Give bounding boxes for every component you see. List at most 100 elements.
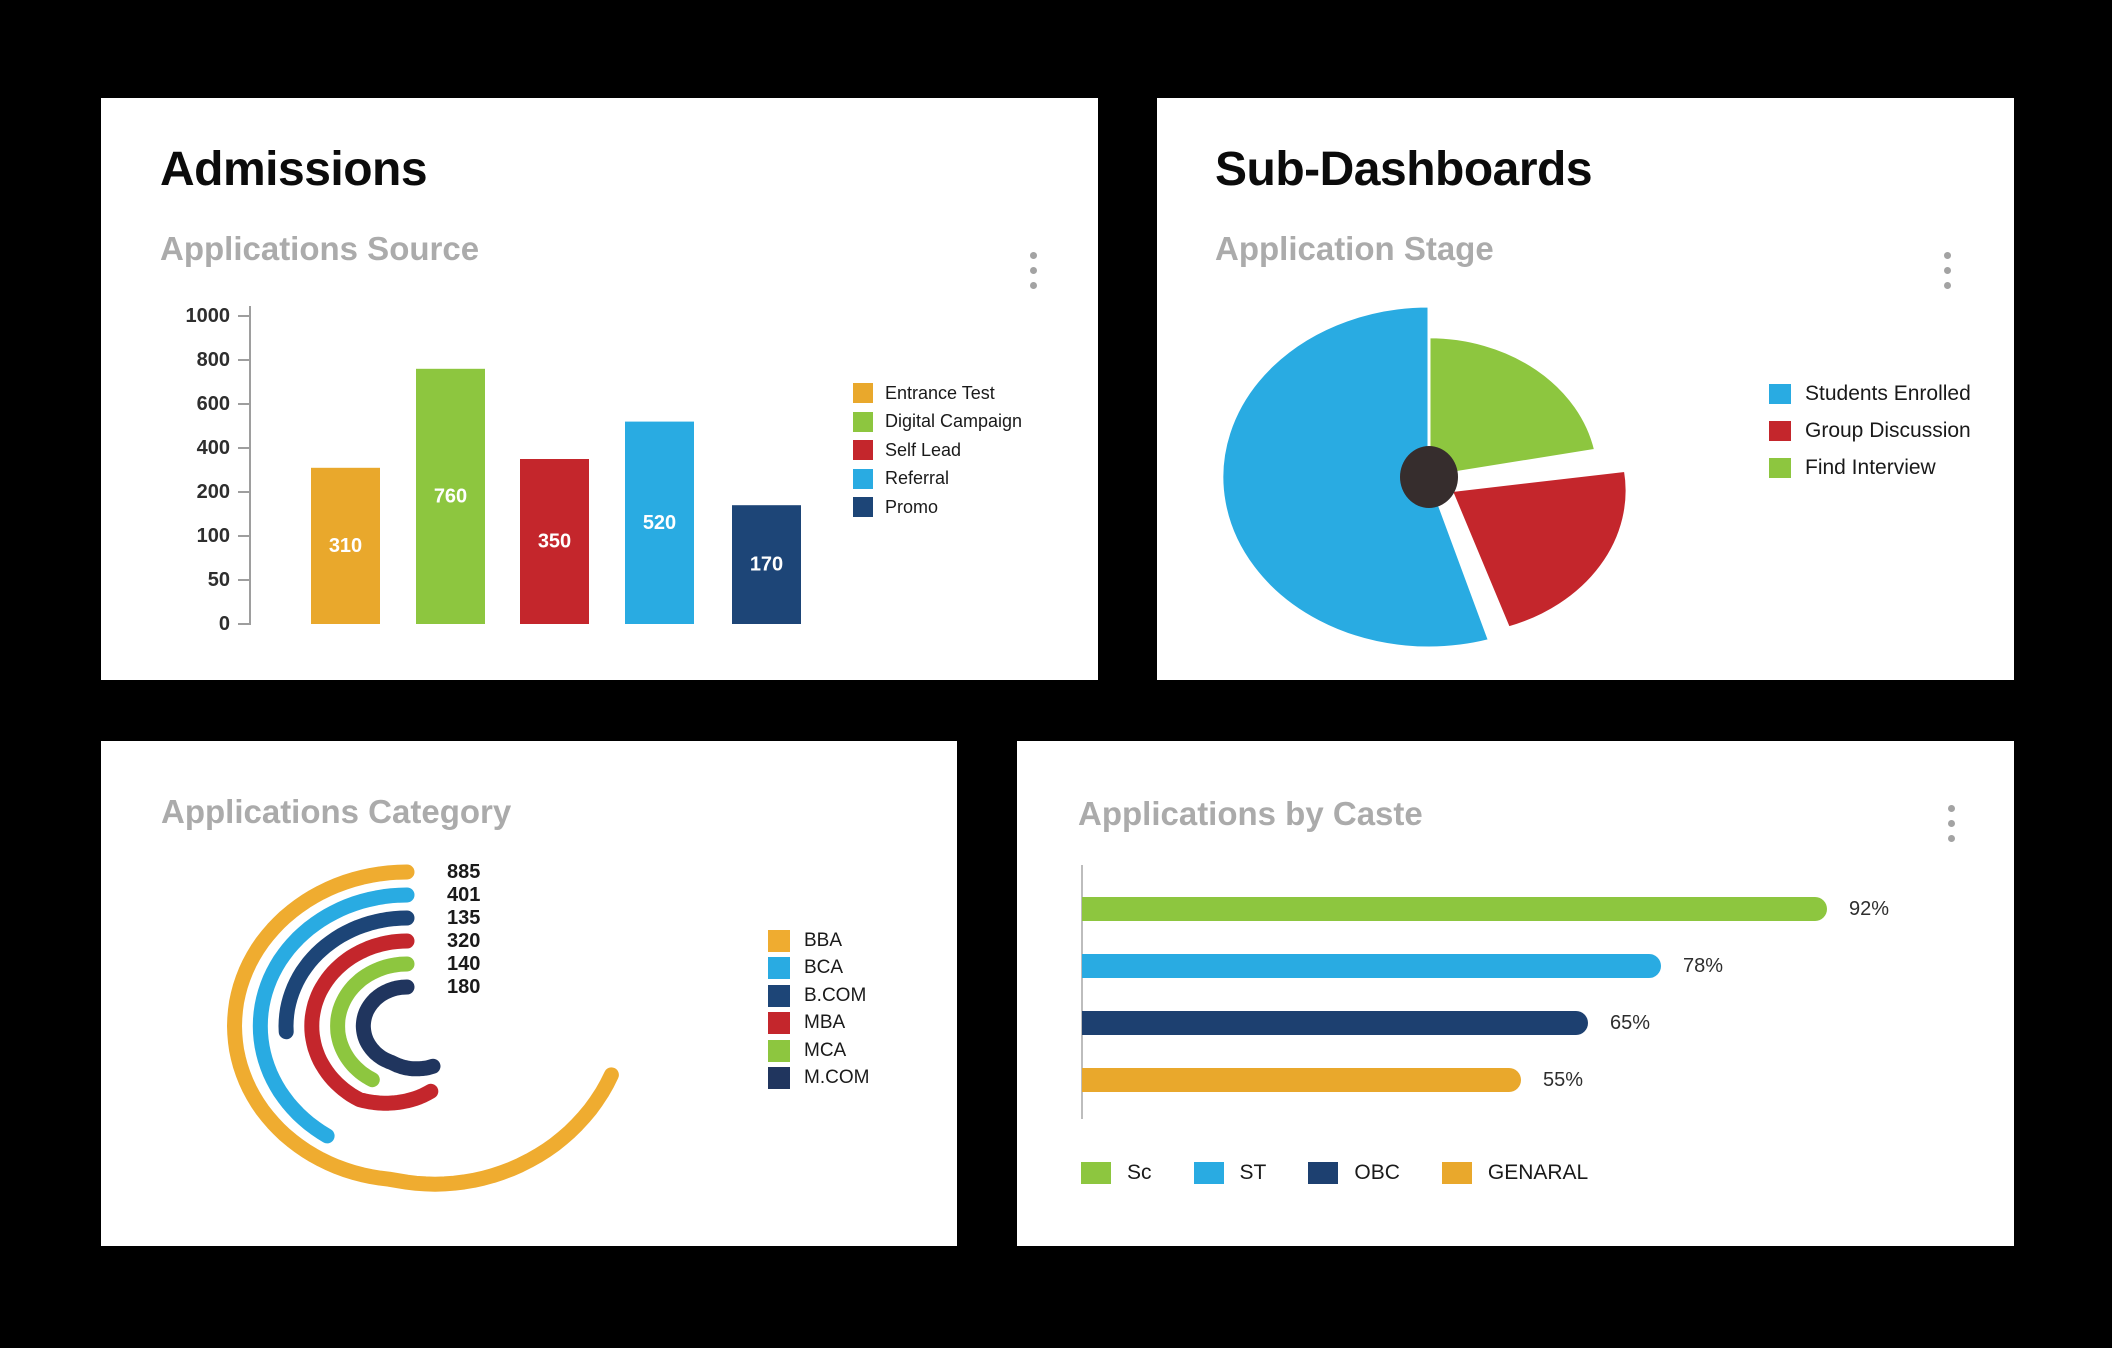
legend-label: Group Discussion	[1805, 418, 1971, 442]
legend-label: MBA	[804, 1012, 846, 1034]
legend-item-group-discussion[interactable]: Group Discussion	[1769, 412, 1971, 449]
legend-item-m-com[interactable]: M.COM	[768, 1065, 869, 1093]
applications-source-bar-chart: 0 50 100 200 400 600 800 1000 310 760 350 520 170	[186, 305, 801, 635]
kebab-dot	[1948, 820, 1955, 827]
mca-swatch-icon	[768, 1039, 790, 1062]
pie-slice-students-enrolled[interactable]	[1220, 304, 1491, 650]
legend-label: Find Interview	[1805, 455, 1936, 479]
mba-swatch-icon	[768, 1012, 790, 1035]
pie-slice-find-interview[interactable]	[1427, 335, 1598, 479]
y-tick-label-50: 50	[208, 569, 230, 591]
applications-by-caste-legend: Sc ST OBC GENARAL	[1081, 1158, 1588, 1188]
kebab-dot	[1948, 805, 1955, 812]
panel-applications-category: Applications Category 885 401 135 320 140 180…	[101, 741, 957, 1246]
find-interview-swatch-icon	[1769, 457, 1791, 478]
legend-label: Students Enrolled	[1805, 381, 1971, 405]
radial-arc-m-com[interactable]	[355, 979, 441, 1077]
legend-item-self-lead[interactable]: Self Lead	[853, 436, 1022, 465]
y-tick-label-600: 600	[197, 393, 230, 415]
y-tick-label-0: 0	[219, 613, 230, 635]
legend-item-bba[interactable]: BBA	[768, 927, 869, 955]
legend-label: Promo	[885, 496, 939, 517]
legend-label: GENARAL	[1487, 1161, 1589, 1184]
kebab-dot	[1030, 252, 1037, 259]
bar-entrance-test[interactable]	[311, 467, 380, 624]
promo-swatch-icon	[853, 497, 873, 518]
y-tick-label-100: 100	[197, 525, 230, 547]
hbar-sc[interactable]	[1082, 897, 1827, 921]
kebab-dot	[1030, 267, 1037, 274]
legend-label: BBA	[804, 929, 843, 951]
legend-item-b-com[interactable]: B.COM	[768, 982, 869, 1010]
legend-label: M.COM	[804, 1067, 870, 1089]
legend-label: Sc	[1127, 1161, 1152, 1184]
kebab-dot	[1944, 282, 1951, 289]
bba-swatch-icon	[768, 929, 790, 952]
bca-swatch-icon	[768, 957, 790, 980]
legend-item-promo[interactable]: Promo	[853, 493, 1022, 522]
legend-item-entrance-test[interactable]: Entrance Test	[853, 379, 1022, 408]
legend-item-digital-campaign[interactable]: Digital Campaign	[853, 408, 1022, 437]
legend-item-genaral[interactable]: GENARAL	[1441, 1158, 1589, 1188]
hbar-value-label-sc: 92%	[1849, 898, 1889, 920]
legend-item-st[interactable]: ST	[1193, 1158, 1267, 1188]
hbar-obc[interactable]	[1082, 1011, 1588, 1035]
applications-category-legend: BBA BCA B.COM MBA MCA M.COM	[768, 927, 869, 1092]
legend-item-students-enrolled[interactable]: Students Enrolled	[1769, 375, 1971, 412]
legend-label: BCA	[804, 957, 844, 979]
radial-value-label-mca: 140	[447, 953, 480, 975]
sc-swatch-icon	[1081, 1162, 1111, 1184]
legend-item-find-interview[interactable]: Find Interview	[1769, 449, 1971, 486]
radial-arc-bba[interactable]	[227, 864, 619, 1192]
kebab-menu-icon[interactable]	[1944, 801, 1959, 846]
legend-item-sc[interactable]: Sc	[1081, 1158, 1152, 1188]
radial-arc-b-com[interactable]	[278, 910, 415, 1040]
bar-promo[interactable]	[732, 505, 801, 624]
kebab-menu-icon[interactable]	[1940, 248, 1955, 293]
legend-label: OBC	[1354, 1161, 1400, 1184]
genaral-swatch-icon	[1441, 1162, 1472, 1184]
pie-center-hole	[1400, 446, 1458, 508]
hbar-value-label-genaral: 55%	[1543, 1069, 1583, 1091]
legend-label: ST	[1239, 1161, 1267, 1184]
pie-slice-group-discussion[interactable]	[1449, 468, 1629, 630]
kebab-menu-icon[interactable]	[1026, 248, 1041, 293]
radial-arc-bca[interactable]	[252, 887, 415, 1144]
bar-self-lead[interactable]	[520, 459, 589, 624]
b-com-swatch-icon	[768, 984, 790, 1007]
hbar-st[interactable]	[1082, 954, 1661, 978]
kebab-dot	[1944, 267, 1951, 274]
bar-digital-campaign[interactable]	[416, 368, 485, 624]
entrance-test-swatch-icon	[853, 383, 873, 404]
legend-item-bca[interactable]: BCA	[768, 955, 869, 983]
bar-value-label: 310	[329, 535, 362, 557]
bar-referral[interactable]	[625, 421, 694, 624]
page-title-sub-dashboards: Sub-Dashboards	[1215, 143, 1593, 196]
radial-value-label-m-com: 180	[447, 976, 480, 998]
hbar-value-label-st: 78%	[1683, 955, 1723, 977]
kebab-dot	[1948, 835, 1955, 842]
chart-title-application-stage: Application Stage	[1215, 230, 1494, 267]
y-tick-label-400: 400	[197, 437, 230, 459]
bar-value-label: 760	[434, 485, 467, 507]
radial-arc-mca[interactable]	[330, 956, 415, 1088]
kebab-dot	[1030, 282, 1037, 289]
application-stage-legend: Students Enrolled Group Discussion Find In…	[1769, 375, 1971, 486]
legend-label: B.COM	[804, 984, 867, 1006]
legend-item-referral[interactable]: Referral	[853, 465, 1022, 494]
radial-value-label-bca: 401	[447, 884, 480, 906]
legend-item-obc[interactable]: OBC	[1308, 1158, 1400, 1188]
hbar-genaral[interactable]	[1082, 1068, 1521, 1092]
panel-applications-by-caste: Applications by Caste 92% 78% 65% 55% Sc ST O…	[1017, 741, 2014, 1246]
legend-item-mca[interactable]: MCA	[768, 1037, 869, 1065]
application-stage-pie-chart	[1220, 304, 1629, 650]
legend-item-mba[interactable]: MBA	[768, 1010, 869, 1038]
radial-value-label-b-com: 135	[447, 907, 480, 929]
digital-campaign-swatch-icon	[853, 411, 873, 432]
applications-by-caste-bar-chart: 92% 78% 65% 55%	[1081, 865, 1889, 1119]
hbar-value-label-obc: 65%	[1610, 1012, 1650, 1034]
radial-arc-mba[interactable]	[304, 933, 439, 1111]
y-tick-label-800: 800	[197, 349, 230, 371]
